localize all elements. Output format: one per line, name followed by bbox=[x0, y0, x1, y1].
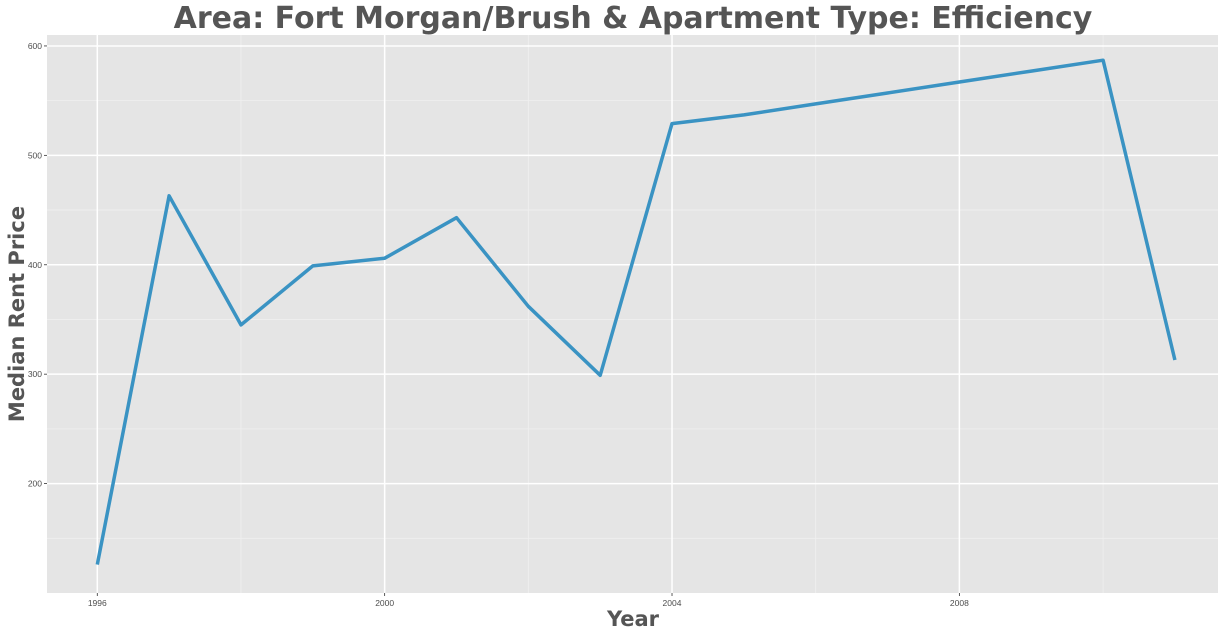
x-tick-label: 2000 bbox=[375, 598, 394, 608]
chart-title: Area: Fort Morgan/Brush & Apartment Type… bbox=[174, 1, 1093, 36]
x-tick-label: 1996 bbox=[88, 598, 107, 608]
plot-panel bbox=[47, 35, 1218, 593]
x-tick-label: 2004 bbox=[663, 598, 682, 608]
y-tick-label: 300 bbox=[28, 369, 42, 379]
x-tick-label: 2008 bbox=[950, 598, 969, 608]
y-tick-label: 600 bbox=[28, 41, 42, 51]
series-line bbox=[95, 58, 1177, 565]
y-axis-title: Median Rent Price bbox=[5, 206, 29, 422]
y-axis-ticks: 200 300 400 500 600 bbox=[28, 41, 47, 489]
x-axis-ticks: 1996 2000 2004 2008 bbox=[88, 593, 969, 608]
y-tick-label: 400 bbox=[28, 260, 42, 270]
x-axis-title: Year bbox=[606, 607, 660, 631]
y-tick-label: 500 bbox=[28, 150, 42, 160]
data-lines bbox=[95, 58, 1177, 565]
y-tick-label: 200 bbox=[28, 479, 42, 489]
